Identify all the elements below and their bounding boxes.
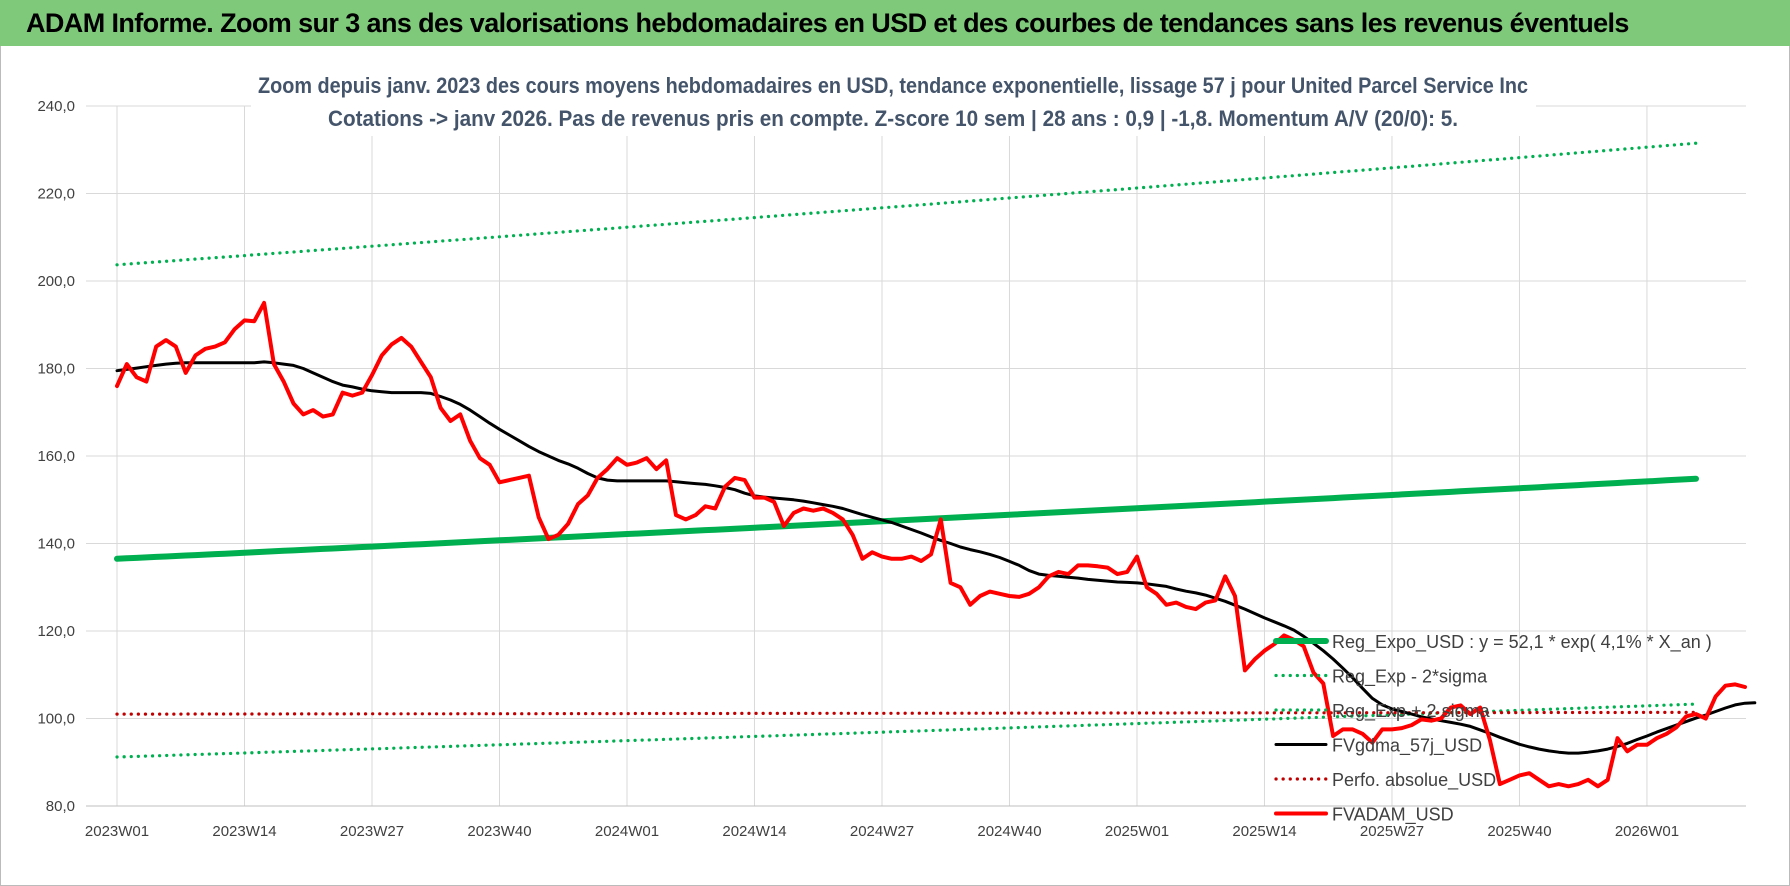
- x-tick-label: 2024W01: [595, 823, 659, 840]
- x-tick-label: 2026W01: [1615, 823, 1679, 840]
- subtitle-background: [251, 66, 1536, 136]
- chart-legend: Reg_Expo_USD : y = 52,1 * exp( 4,1% * X_…: [1273, 632, 1712, 826]
- y-tick-label: 180,0: [37, 361, 75, 378]
- chart-frame: Zoom depuis janv. 2023 des cours moyens …: [0, 46, 1790, 886]
- legend-label: Perfo. absolue_USD: [1332, 770, 1496, 791]
- report-banner-title: ADAM Informe. Zoom sur 3 ans des valoris…: [0, 0, 1790, 46]
- x-tick-label: 2025W27: [1360, 823, 1424, 840]
- x-tick-label: 2025W01: [1105, 823, 1169, 840]
- series-line-4: [115, 710, 1698, 716]
- x-tick-label: 2023W14: [212, 823, 276, 840]
- y-tick-label: 220,0: [37, 186, 75, 203]
- chart-grid: [86, 105, 1746, 807]
- chart-title-line-2: Cotations -> janv 2026. Pas de revenus p…: [328, 106, 1458, 131]
- x-tick-label: 2025W14: [1232, 823, 1296, 840]
- legend-label: FVgdma_57j_USD: [1332, 736, 1482, 757]
- x-tick-label: 2024W27: [850, 823, 914, 840]
- series-line-0: [114, 475, 1699, 562]
- x-tick-label: 2024W40: [977, 823, 1041, 840]
- series-line-2: [115, 141, 1698, 267]
- x-tick-label: 2024W14: [722, 823, 786, 840]
- line-chart: Zoom depuis janv. 2023 des cours moyens …: [37, 66, 1757, 840]
- chart-title-line-1: Zoom depuis janv. 2023 des cours moyens …: [258, 73, 1528, 98]
- y-tick-label: 200,0: [37, 273, 75, 290]
- y-tick-label: 120,0: [37, 623, 75, 640]
- y-tick-label: 240,0: [37, 98, 75, 115]
- x-tick-label: 2023W01: [85, 823, 149, 840]
- y-tick-label: 100,0: [37, 711, 75, 728]
- legend-label: Reg_Expo_USD : y = 52,1 * exp( 4,1% * X_…: [1332, 632, 1712, 653]
- y-tick-label: 140,0: [37, 536, 75, 553]
- chart-axes: 80,0 100,0 120,0 140,0 160,0 180,0 200,0 220,0 2…: [37, 98, 1746, 840]
- x-tick-label: 2025W40: [1487, 823, 1551, 840]
- series-line-1: [115, 702, 1698, 759]
- legend-label: Reg_Exp + 2 sigma: [1332, 701, 1491, 722]
- series-line-3: [115, 360, 1757, 755]
- legend-label: Reg_Exp - 2*sigma: [1332, 667, 1488, 688]
- y-tick-label: 160,0: [37, 448, 75, 465]
- series-line-5: [115, 300, 1747, 789]
- x-tick-label: 2023W27: [340, 823, 404, 840]
- chart-series-group: [114, 141, 1757, 789]
- legend-label: FVADAM_USD: [1332, 805, 1454, 826]
- x-tick-label: 2023W40: [467, 823, 531, 840]
- y-tick-label: 80,0: [46, 798, 75, 815]
